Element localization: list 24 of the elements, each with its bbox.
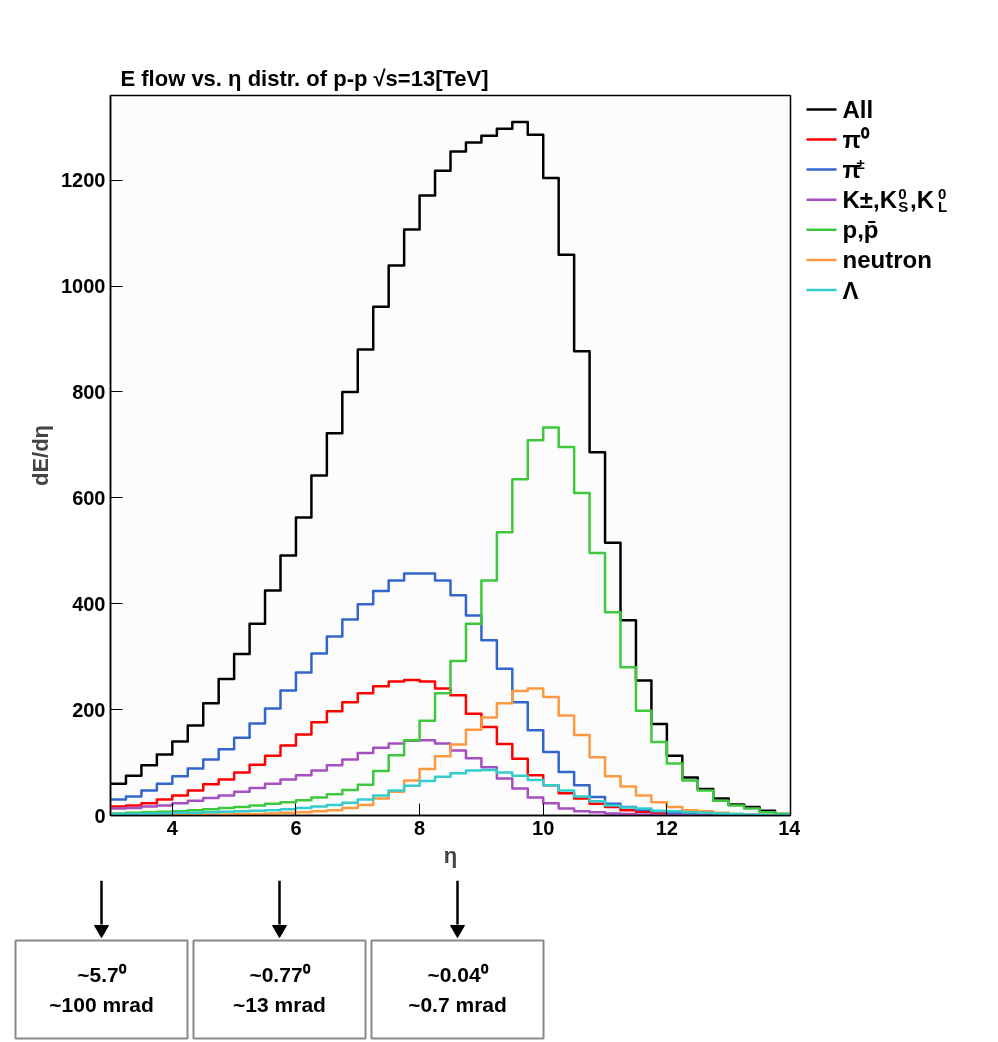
y-tick-label: 200 xyxy=(72,698,106,721)
x-tick-label: 6 xyxy=(290,816,302,839)
x-tick-label: 10 xyxy=(532,816,555,839)
text: ~0.04⁰ ~0.7 mrad xyxy=(408,963,507,1016)
chart-title: E flow vs. η distr. of p-p √s=13[TeV] xyxy=(120,65,489,91)
legend-label: π⁰ xyxy=(842,126,870,153)
x-axis-title: η xyxy=(443,842,458,868)
y-axis-title: dE/dη xyxy=(28,424,54,487)
y-tick-label: 1000 xyxy=(61,275,106,298)
legend-label: All xyxy=(842,95,874,123)
legend-label: Λ xyxy=(842,276,859,304)
y-tick-label: 600 xyxy=(72,486,106,509)
y-tick-label: 1200 xyxy=(61,169,106,192)
text: ~5.7⁰ ~100 mrad xyxy=(49,963,154,1016)
x-tick-label: 4 xyxy=(166,816,179,839)
y-tick-label: 400 xyxy=(72,592,106,615)
x-tick-label: 14 xyxy=(778,816,802,839)
text: ~0.77⁰ ~13 mrad xyxy=(233,963,326,1016)
legend-label: neutron xyxy=(842,246,932,274)
y-tick-label: 800 xyxy=(72,380,106,403)
x-tick-label: 8 xyxy=(414,816,426,839)
legend-label: p,p̄ xyxy=(842,216,879,244)
x-tick-label: 12 xyxy=(655,816,678,839)
y-tick-label: 0 xyxy=(94,804,106,827)
